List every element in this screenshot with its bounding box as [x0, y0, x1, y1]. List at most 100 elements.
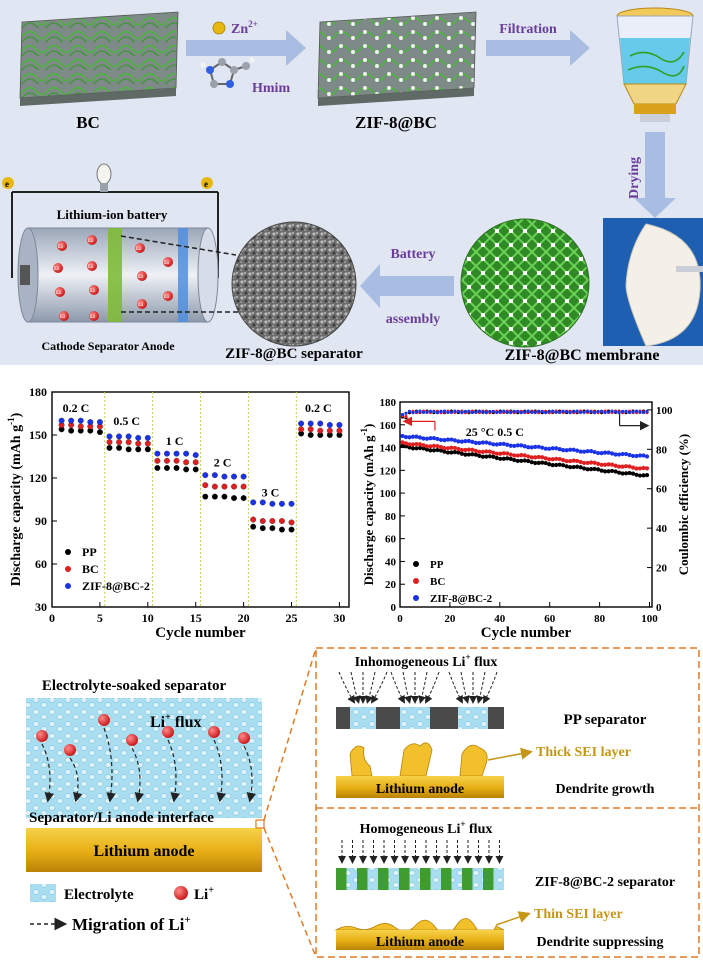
legend-li: Li+ [194, 885, 214, 903]
battery-li-ion-10 [137, 271, 147, 281]
zif-strip-segment-6 [399, 868, 410, 890]
chart2-point-2-12 [428, 436, 433, 441]
chart1-ylabel: Discharge capacity (mAh g-1) [6, 412, 24, 586]
chart1-xtick-label-4: 20 [238, 611, 250, 625]
bulb-icon [96, 163, 112, 185]
pp-separator-strip [336, 707, 504, 729]
chart2-y2tick-label-3: 60 [656, 484, 668, 496]
chart2-point-2-64 [557, 447, 562, 452]
battery-li-ions: Li Li Li Li Li Li Li Li Li Li Li Li Li [53, 235, 173, 321]
chart2-ytick-label-5: 100 [380, 488, 397, 500]
chart1-xtick-label-0: 0 [49, 611, 55, 625]
chart2-ce-point-2-35 [484, 411, 488, 415]
chart2-point-1-18 [442, 446, 447, 451]
chart2-ytick-label-9: 180 [380, 397, 397, 409]
chart2-ce-point-2-77 [589, 410, 593, 414]
chart2-point-0-91 [623, 471, 629, 476]
chart2-point-1-16 [438, 445, 444, 450]
chart2-point-1-7 [414, 441, 419, 447]
zif-strip-segment-0 [336, 868, 347, 890]
chart2-legend-label-2: ZIF-8@BC-2 [430, 593, 493, 605]
separator-label: ZIF-8@BC separator [225, 346, 363, 362]
chart1-ytick-label-2: 90 [35, 514, 47, 528]
pp-lithium-anode [336, 776, 504, 798]
chart2-point-1-91 [623, 464, 629, 469]
chart2-ce-point-2-25 [460, 411, 464, 415]
electrolyte-region [26, 698, 262, 818]
chart2-point-1-15 [435, 443, 440, 449]
chart2-point-2-7 [414, 434, 419, 439]
chart2-point-1-61 [550, 457, 555, 462]
zoom-line-top [120, 235, 237, 256]
chart2-point-0-4 [407, 445, 412, 450]
chart2-point-1-25 [459, 447, 464, 453]
inhomogeneous-flux-label: Inhomogeneous Li+ flux [355, 652, 498, 670]
chart2-point-0-18 [442, 449, 447, 454]
chart2-point-1-58 [543, 456, 548, 461]
legend-migration: Migration of Li+ [72, 914, 191, 934]
chart1-rate-label-5: 0.2 C [305, 401, 332, 415]
chart1-point-0-24 [288, 526, 295, 533]
chart2-point-1-43 [505, 451, 510, 456]
chart1-point-2-23 [278, 500, 285, 507]
pp-flux-arrow-2-3 [476, 671, 486, 704]
chart2-point-0-28 [466, 452, 471, 457]
chart2-point-0-32 [477, 453, 482, 458]
battery-li-ion-8 [135, 243, 145, 253]
homogeneous-flux-arrows [338, 840, 504, 864]
chart1-rate-label-4: 3 C [262, 486, 280, 500]
chart2-point-0-43 [505, 456, 510, 461]
chart2-point-0-14 [431, 448, 437, 453]
chart2-frame [399, 401, 653, 608]
chart2-ce-point-2-61 [551, 409, 555, 413]
chart2-y2tick-label-2: 40 [656, 523, 668, 535]
pp-flux-arrow-2-4 [483, 671, 498, 704]
pp-flux-arrow-1-0 [390, 671, 405, 704]
chart1-point-2-19 [240, 473, 247, 480]
chart2-xtick-label-3: 60 [544, 613, 556, 625]
chart1-point-0-11 [164, 465, 170, 471]
chart2-point-2-81 [599, 451, 604, 456]
chart2-ce-point-2-28 [467, 409, 471, 413]
pp-flux-arrow-0-3 [365, 671, 376, 704]
chart2-ce-point-1-2 [404, 414, 408, 419]
drying-label: Drying [627, 157, 642, 199]
battery-li-text-4: Li [56, 291, 61, 296]
lithium-anode-block [26, 828, 262, 872]
chart2-point-0-7 [414, 446, 419, 451]
chart2-ce-point-2-60 [547, 410, 551, 414]
chart2-point-1-56 [536, 454, 541, 460]
chart1-point-2-11 [164, 450, 170, 457]
battery-li-ion-12 [137, 299, 147, 309]
chart2-point-1-68 [568, 458, 573, 464]
battery-li-ion-3 [87, 261, 97, 271]
chart2-point-0-86 [613, 469, 618, 474]
zif-strip-segment-4 [378, 868, 389, 890]
chart2-ytick-label-7: 140 [380, 443, 397, 455]
chart2-y2label: Coulombic efficiency (%) [676, 434, 691, 576]
zif-strip-segment-12 [462, 868, 473, 890]
chart1-point-2-17 [221, 473, 228, 480]
zif-strip-segment-7 [409, 868, 420, 890]
chart2-point-0-8 [417, 445, 423, 451]
chart2-point-2-75 [585, 449, 590, 454]
battery-li-ion-7 [89, 311, 99, 321]
chart2-ce-point-2-15 [435, 411, 440, 415]
chart2-point-1-51 [526, 454, 531, 459]
chart1-point-0-16 [211, 493, 218, 500]
chart2-ce-point-2-4 [407, 409, 412, 414]
pp-flux-arrow-1-1 [402, 671, 412, 704]
chart2-ce-point-2-40 [498, 410, 502, 414]
chart2-point-0-75 [585, 467, 590, 472]
chart1-point-1-16 [211, 483, 218, 490]
battery-li-text-6: Li [60, 315, 65, 320]
chart1-point-0-5 [106, 444, 113, 451]
chart2-point-2-96 [637, 453, 643, 458]
chart1-point-1-20 [250, 516, 257, 523]
chart2-ce-point-2-64 [558, 410, 562, 415]
chart2-point-1-9 [421, 443, 426, 448]
chart2-point-2-19 [445, 437, 451, 442]
chart2-point-2-78 [592, 449, 597, 455]
zif8-bc-membrane-image [460, 218, 590, 348]
chart2-point-2-51 [526, 445, 531, 450]
